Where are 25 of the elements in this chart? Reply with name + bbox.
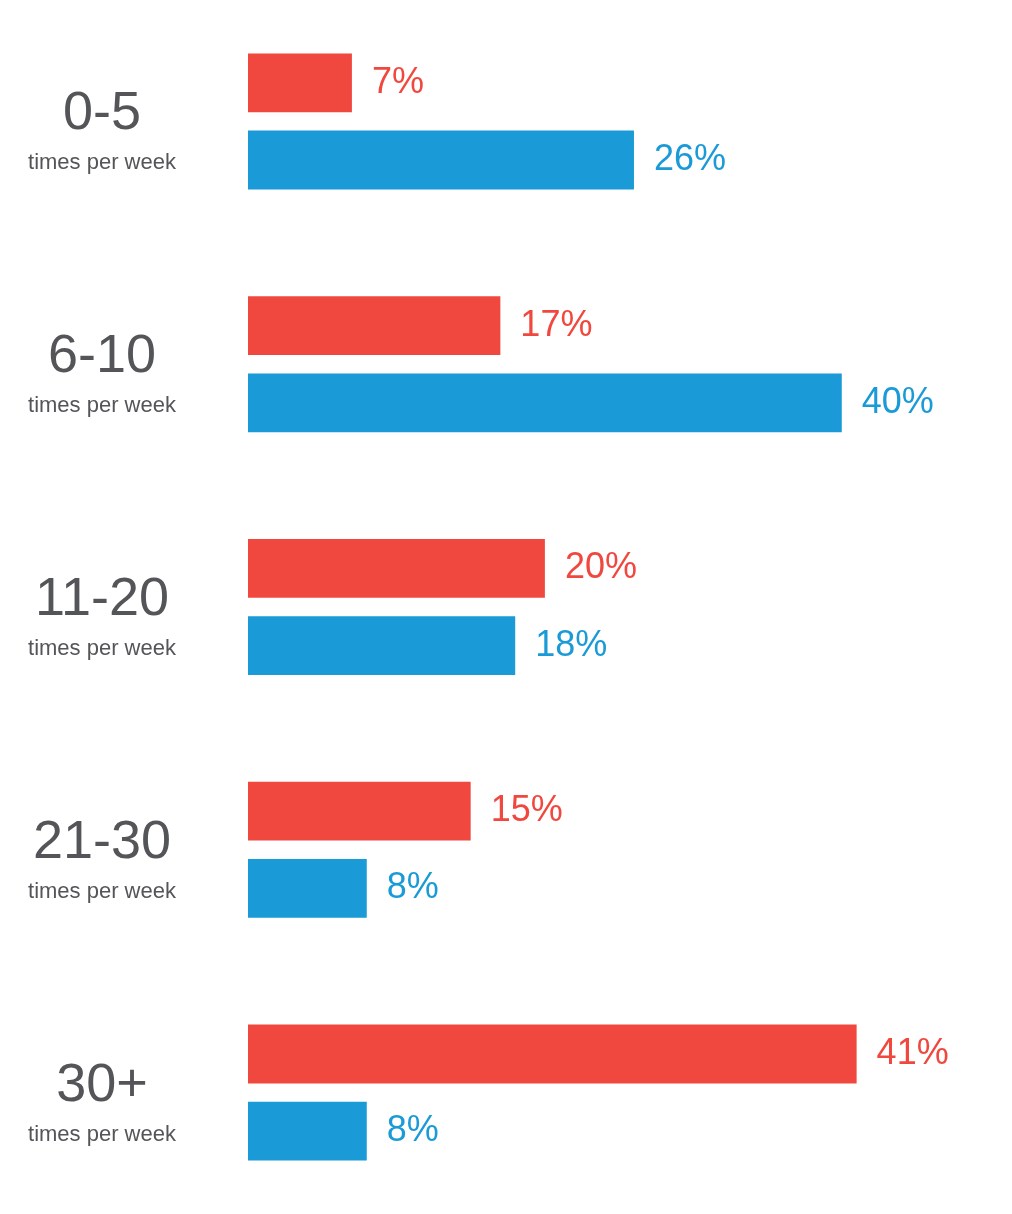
bar [248,781,471,841]
bar [248,373,842,433]
data-label: 41% [876,1030,949,1072]
data-label: 8% [386,1108,439,1150]
data-label: 26% [653,136,727,178]
data-label: 15% [490,788,563,830]
data-label: 18% [535,622,608,664]
bar [248,296,501,356]
data-label: 20% [564,545,637,587]
data-label: 8% [386,865,439,907]
data-label: 40% [861,379,934,421]
bar [248,53,352,113]
data-label: 7% [371,59,424,101]
bar [248,538,545,598]
y-tick-label: 21-30 times per week [28,808,177,903]
bar [248,1024,857,1084]
y-tick-label: 6-10 times per week [28,323,177,418]
y-tick-label: 30+ times per week [28,1051,177,1146]
bar [248,130,634,190]
data-label: 17% [520,302,593,344]
bar [248,616,516,676]
bar [248,1101,367,1161]
y-tick-label: 0-5 times per week [28,80,177,175]
bar [248,858,367,918]
y-tick-label: 11-20 times per week [28,566,177,660]
